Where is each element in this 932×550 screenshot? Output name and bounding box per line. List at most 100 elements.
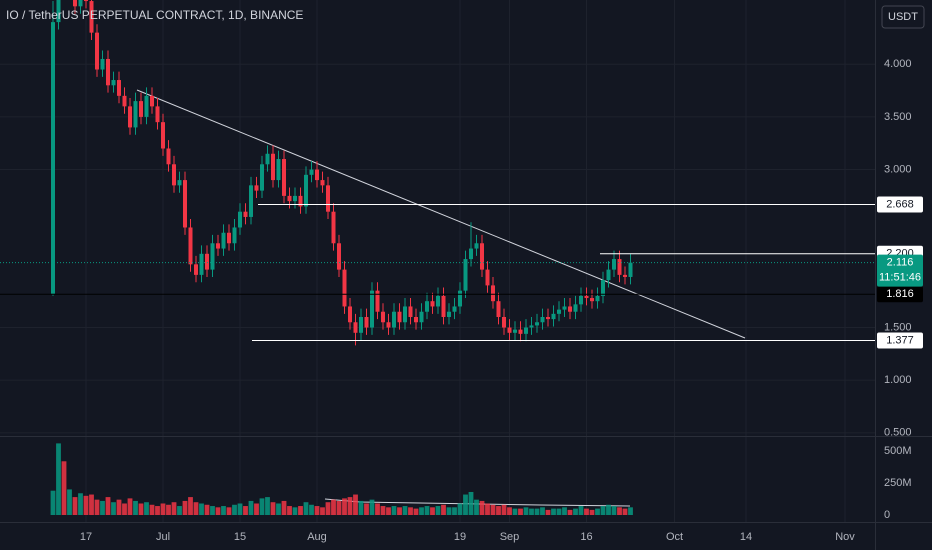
- candle-body: [249, 185, 253, 217]
- volume-bar: [248, 500, 254, 515]
- volume-bar: [364, 503, 369, 515]
- volume-bar: [441, 504, 446, 515]
- volume-bar: [243, 506, 248, 515]
- candle-body: [546, 316, 550, 320]
- x-tick-label: 15: [234, 531, 246, 543]
- volume-bar: [336, 500, 342, 515]
- candle-body: [485, 269, 490, 286]
- volume-bar: [611, 506, 617, 515]
- volume-bar: [287, 506, 292, 515]
- candle-body: [353, 322, 358, 333]
- volume-bar: [61, 461, 67, 515]
- candle-body: [430, 301, 435, 307]
- volume-bar: [518, 508, 523, 515]
- candle-body: [89, 1, 94, 33]
- trend-line: [136, 89, 746, 339]
- candle-body: [210, 243, 215, 270]
- currency-button[interactable]: [881, 5, 925, 29]
- x-tick-label: Sep: [500, 531, 520, 543]
- volume-bar: [177, 506, 182, 515]
- volume-bar: [474, 499, 479, 515]
- candle-body: [606, 269, 611, 281]
- volume-bar: [133, 500, 138, 515]
- y-tick-label: 1.500: [884, 321, 912, 333]
- candle-body: [205, 253, 209, 270]
- volume-bar: [281, 500, 287, 515]
- axes: 4.000 3.500 3.000 1.500 1.000 0.500 500M 250M 0 1…: [80, 58, 923, 543]
- volume-bar: [573, 508, 578, 515]
- volume-bar: [485, 503, 490, 515]
- volume-bar: [600, 506, 606, 515]
- candle-body: [84, 0, 88, 2]
- volume-bar: [314, 506, 320, 515]
- candle-body: [617, 259, 622, 275]
- volume-bar: [413, 508, 419, 515]
- candle-body: [359, 316, 363, 333]
- volume-bar: [325, 502, 331, 515]
- candle-body: [139, 101, 143, 117]
- volume-bar: [149, 504, 155, 515]
- volume-bar: [292, 507, 298, 515]
- price-label: 2.668: [886, 198, 914, 210]
- volume-bar: [221, 506, 226, 515]
- volume-bar: [94, 499, 100, 515]
- candle-body: [628, 262, 633, 277]
- candle-body: [78, 0, 83, 7]
- y-tick-label: 3.500: [884, 111, 912, 123]
- candle-body: [364, 316, 369, 328]
- volume-bar: [342, 498, 347, 515]
- candle-body: [194, 264, 198, 275]
- candle-body: [117, 80, 121, 96]
- candle-body: [315, 169, 319, 181]
- candle-body: [562, 306, 567, 310]
- candle-body: [573, 304, 578, 312]
- volume-bar: [83, 495, 89, 515]
- candle-body: [150, 95, 154, 107]
- volume-bar: [347, 497, 353, 515]
- x-tick-label: Nov: [835, 531, 855, 543]
- volume-bar: [496, 506, 501, 515]
- candle-body: [496, 301, 501, 317]
- volume-bar: [397, 507, 402, 515]
- volume-bar: [435, 506, 441, 515]
- volume-bar: [468, 491, 474, 515]
- volume-tick-label: 250M: [884, 477, 912, 489]
- volume-bar: [276, 503, 281, 515]
- candle-body: [216, 243, 220, 249]
- candle-body: [557, 309, 561, 314]
- candle-body: [397, 311, 402, 323]
- candle-body: [535, 322, 539, 326]
- candle-body: [144, 95, 149, 117]
- candle-body: [243, 211, 248, 217]
- volume-bar: [155, 506, 160, 515]
- volume-bar: [567, 509, 573, 515]
- candle-body: [612, 259, 616, 270]
- candle-body: [342, 269, 347, 307]
- y-tick-label: 3.000: [884, 163, 912, 175]
- volume-bar: [369, 499, 375, 515]
- chart-title: IO / TetherUS PERPETUAL CONTRACT, 1D, BI…: [6, 8, 303, 22]
- volume-bar: [424, 506, 430, 515]
- volume-bar: [578, 506, 584, 515]
- candle-body: [183, 180, 187, 228]
- volume-bar: [589, 509, 595, 515]
- candle-body: [56, 0, 61, 23]
- volume-bar: [226, 507, 232, 515]
- last-price-box: [877, 254, 923, 287]
- candle-body: [287, 195, 292, 202]
- volume-bar: [534, 508, 540, 515]
- volume-bar: [628, 507, 633, 515]
- candle-body: [320, 180, 325, 186]
- currency-label[interactable]: USDT: [888, 11, 918, 23]
- candle-body: [188, 227, 193, 265]
- candle-body: [408, 306, 413, 317]
- candle-body: [386, 322, 391, 328]
- candle-body: [447, 311, 451, 317]
- volume-bar: [72, 497, 78, 515]
- volume-bar: [523, 507, 529, 515]
- candle-body: [623, 274, 627, 277]
- candle-body: [227, 232, 231, 244]
- candle-body: [507, 327, 512, 333]
- candle-body: [304, 174, 308, 207]
- candle-body: [540, 316, 545, 323]
